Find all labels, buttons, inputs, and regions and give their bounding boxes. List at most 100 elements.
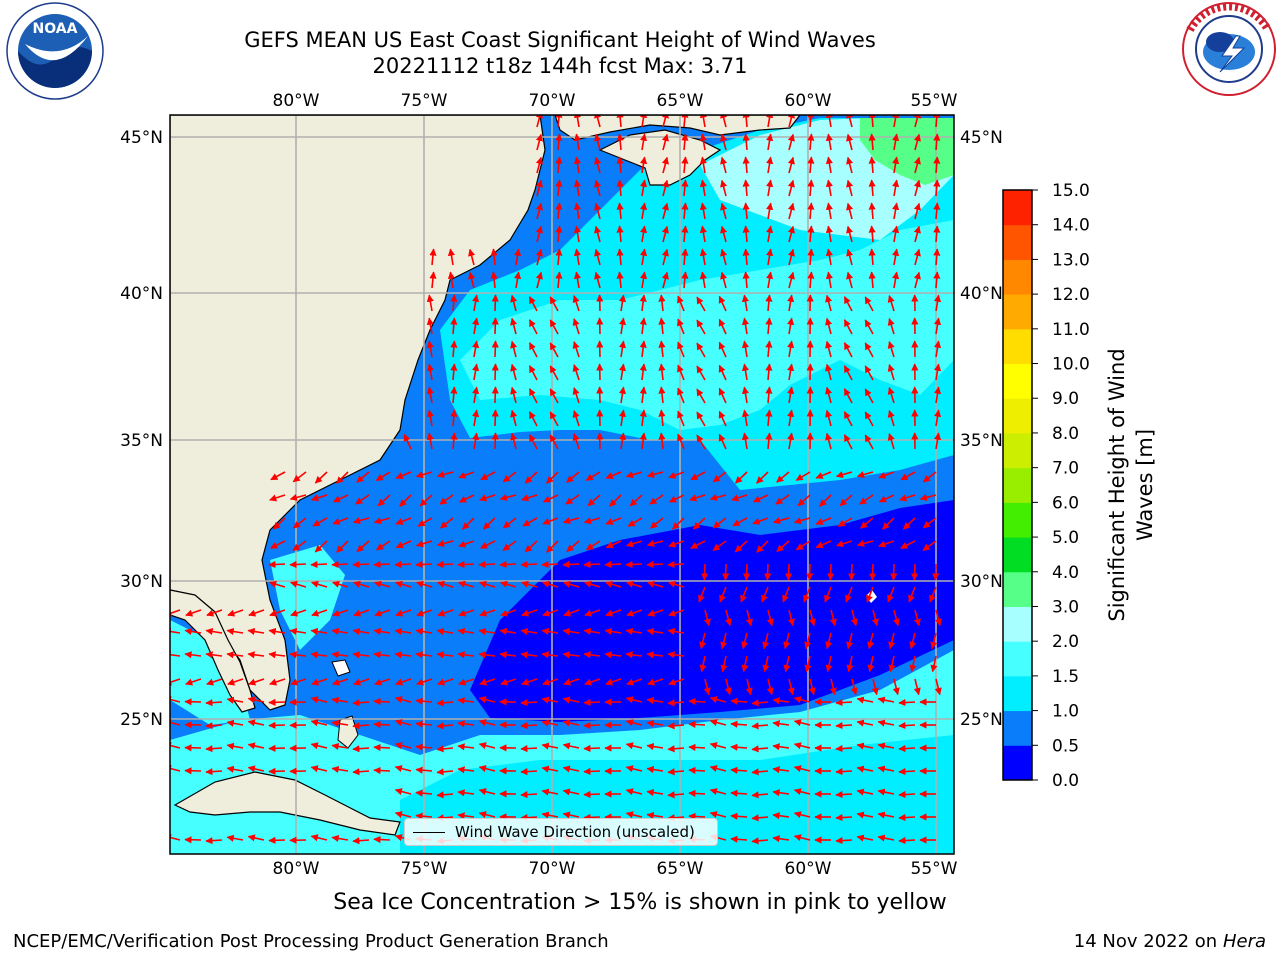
wave-direction-arrow [480, 540, 496, 549]
wave-direction-arrow [205, 651, 223, 659]
wave-direction-arrow [661, 115, 669, 128]
wave-direction-arrow [184, 627, 202, 636]
wave-direction-arrow [803, 586, 811, 603]
wave-direction-arrow [247, 696, 265, 704]
wave-direction-arrow [426, 294, 434, 312]
wave-direction-arrow [730, 812, 748, 820]
wave-direction-arrow [352, 560, 370, 569]
wave-direction-arrow [898, 767, 916, 776]
wave-direction-arrow [807, 202, 815, 220]
wave-direction-arrow [510, 340, 518, 358]
wave-direction-arrow [793, 834, 811, 842]
wave-direction-arrow [646, 627, 664, 636]
wave-direction-arrow [900, 471, 916, 481]
wave-direction-arrow [934, 678, 942, 696]
colorbar-tick-label: 4.0 [1052, 563, 1079, 583]
colorbar-tick-label: 8.0 [1052, 424, 1079, 444]
lat-labels-left: 45°N 40°N 35°N 30°N 25°N [120, 128, 163, 730]
wave-direction-arrow [720, 156, 728, 174]
wave-direction-arrow [500, 580, 517, 588]
wave-direction-arrow [815, 471, 832, 479]
wave-direction-arrow [892, 609, 900, 627]
wave-direction-arrow [331, 627, 349, 636]
wave-direction-arrow [846, 655, 854, 673]
lon-label: 70°W [529, 91, 576, 111]
wave-direction-arrow [528, 342, 538, 358]
wave-direction-arrow [248, 678, 265, 686]
wave-direction-arrow [787, 609, 795, 627]
colorbar-swatch [1003, 328, 1032, 365]
wave-direction-arrow [765, 340, 773, 358]
wave-direction-arrow [528, 388, 538, 404]
wave-direction-arrow [457, 812, 475, 820]
wave-direction-arrow [542, 494, 559, 503]
wave-direction-arrow [709, 811, 727, 819]
legend-label: Wind Wave Direction (unscaled) [455, 823, 695, 841]
wave-direction-arrow [639, 340, 647, 358]
colorbar-tick-label: 13.0 [1052, 250, 1090, 270]
wave-direction-arrow [699, 179, 707, 197]
wave-direction-arrow [206, 609, 223, 617]
wave-direction-arrow [535, 225, 543, 243]
wave-direction-arrow [310, 627, 328, 636]
wave-direction-arrow [696, 388, 706, 404]
wave-direction-arrow [775, 494, 790, 505]
wave-direction-arrow [535, 248, 543, 266]
wave-direction-arrow [336, 471, 349, 484]
wave-direction-arrow [742, 156, 750, 174]
wave-direction-arrow [868, 271, 876, 289]
wave-direction-arrow [479, 609, 496, 617]
wave-direction-arrow [520, 768, 538, 776]
wave-direction-arrow [718, 318, 727, 335]
wave-direction-arrow [783, 632, 791, 650]
wave-direction-arrow [772, 835, 790, 843]
wave-direction-arrow [913, 248, 921, 266]
wave-direction-arrow [807, 225, 815, 243]
wave-direction-arrow [807, 115, 815, 128]
wave-direction-arrow [892, 179, 900, 197]
wave-direction-arrow [399, 494, 412, 507]
wave-direction-arrow [478, 765, 496, 773]
wave-direction-arrow [447, 248, 456, 266]
wave-direction-arrow [429, 271, 437, 289]
wave-direction-arrow [825, 317, 833, 335]
wave-direction-arrow [867, 655, 875, 673]
wave-direction-arrow [450, 409, 458, 427]
wave-direction-arrow [450, 317, 458, 335]
wave-direction-arrow [696, 296, 706, 312]
wave-direction-arrow [668, 580, 685, 588]
wave-direction-arrow [646, 540, 664, 547]
wave-direction-arrow [922, 471, 937, 483]
wave-direction-arrow [742, 179, 750, 197]
wave-direction-arrow [562, 742, 580, 750]
wave-direction-arrow [856, 696, 874, 704]
wave-direction-arrow [688, 812, 706, 820]
wave-direction-arrow [825, 179, 833, 197]
wave-direction-arrow [373, 835, 391, 844]
wave-direction-arrow [521, 609, 538, 617]
wave-direction-arrow [929, 586, 937, 603]
wave-direction-arrow [718, 295, 727, 312]
wave-direction-arrow [292, 540, 307, 552]
wave-direction-arrow [555, 179, 563, 197]
wave-direction-arrow [394, 651, 412, 659]
wave-direction-arrow [793, 765, 811, 773]
wave-direction-arrow [269, 494, 286, 502]
wave-direction-arrow [825, 202, 833, 220]
wave-direction-arrow [807, 248, 815, 266]
wave-direction-arrow [909, 632, 917, 650]
wave-direction-arrow [709, 696, 727, 704]
wave-direction-arrow [373, 517, 391, 525]
wave-direction-arrow [772, 720, 790, 728]
wave-direction-arrow [520, 791, 538, 799]
wave-direction-arrow [730, 835, 748, 843]
wave-direction-arrow [720, 632, 728, 650]
lon-label: 60°W [785, 859, 832, 879]
wave-direction-arrow [457, 743, 475, 751]
wave-direction-arrow [922, 540, 937, 552]
wave-direction-arrow [457, 789, 475, 797]
wave-direction-arrow [563, 678, 580, 686]
wave-direction-arrow [877, 811, 895, 819]
wave-direction-arrow [528, 319, 538, 335]
wave-direction-arrow [457, 697, 475, 705]
